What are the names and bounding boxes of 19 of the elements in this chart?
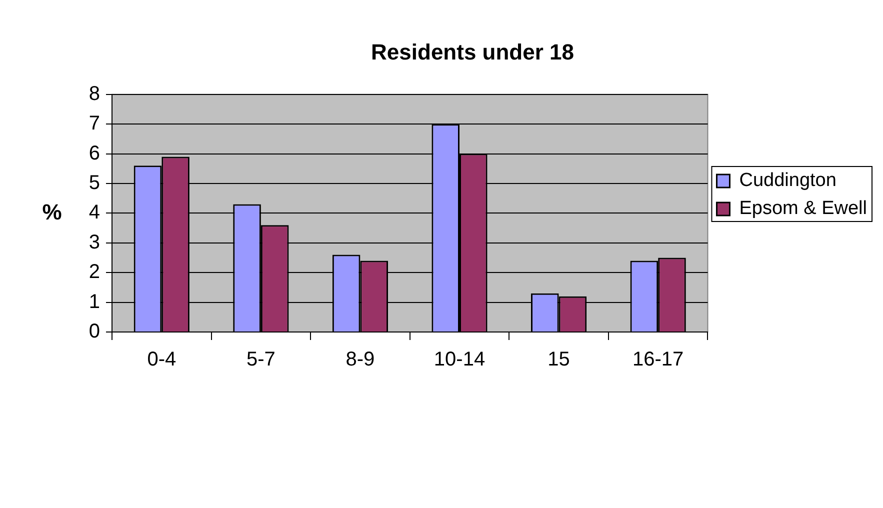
x-tick-label: 15: [548, 348, 570, 371]
y-tick-label: 3: [88, 231, 100, 254]
y-tick-label: 0: [88, 320, 100, 343]
x-tick-label: 0-4: [147, 348, 176, 371]
x-tick-label: 10-14: [434, 348, 486, 371]
y-tick-label: 8: [88, 82, 100, 105]
y-tick-label: 2: [88, 261, 100, 284]
x-tick-label: 5-7: [246, 348, 276, 371]
x-tick-label: 16-17: [632, 348, 684, 371]
y-tick-label: 1: [88, 290, 100, 313]
y-axis-title: %: [42, 199, 62, 224]
y-tick-label: 6: [88, 142, 100, 164]
chart-title: Residents under 18: [371, 39, 574, 64]
y-tick-label: 4: [88, 202, 100, 224]
legend-label: Epsom & Ewell: [739, 198, 868, 220]
y-tick-label: 5: [88, 172, 100, 194]
x-tick-label: 8-9: [346, 348, 375, 371]
y-tick-label: 7: [88, 112, 100, 135]
legend-label: Cuddington: [739, 170, 836, 192]
